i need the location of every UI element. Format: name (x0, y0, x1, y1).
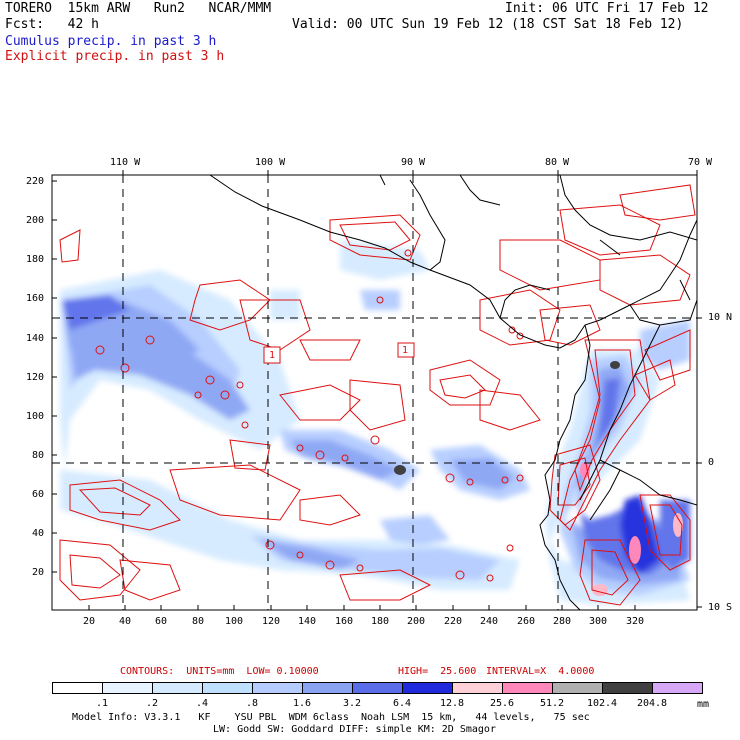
y-tick-label: 220 (26, 176, 45, 187)
x-tick-label: 320 (626, 616, 645, 627)
y-tick-label: 20 (32, 567, 45, 578)
legend-label: 25.6 (489, 698, 515, 709)
explicit-precip-contours (59, 184, 696, 606)
x-tick-label: 100 (225, 616, 244, 627)
model-info-line1: Model Info: V3.3.1 KF YSU PBL WDM 6class… (72, 712, 590, 723)
legend-label: .1 (95, 698, 109, 709)
lat-label-10n: 10 N (708, 312, 733, 323)
legend-label: 51.2 (539, 698, 565, 709)
legend-swatch (552, 682, 603, 694)
legend-label: 204.8 (636, 698, 668, 709)
y-tick-label: 160 (26, 293, 45, 304)
legend-label: 1.6 (292, 698, 312, 709)
cumulus-precip-label: Cumulus precip. in past 3 h (5, 34, 217, 49)
legend-swatch (502, 682, 553, 694)
cumulus-precip-shading (60, 240, 690, 605)
init-time: Init: 06 UTC Fri 17 Feb 12 (505, 1, 709, 16)
y-tick-label: 80 (32, 450, 45, 461)
explicit-precip-label: Explicit precip. in past 3 h (5, 49, 225, 64)
lon-label-70w: 70 W (688, 157, 713, 168)
y-tick-label: 100 (26, 411, 45, 422)
contour-label-boxes (263, 342, 415, 364)
x-ticks (88, 605, 636, 610)
legend-swatch (102, 682, 153, 694)
x-tick-label: 280 (553, 616, 572, 627)
forecast-hour: Fcst: 42 h (5, 17, 99, 32)
x-tick-label: 300 (589, 616, 608, 627)
legend-label: 12.8 (439, 698, 465, 709)
x-tick-label: 240 (480, 616, 499, 627)
lon-label-90w: 90 W (401, 157, 426, 168)
legend-swatch (352, 682, 403, 694)
legend-label: 102.4 (586, 698, 618, 709)
contour-box-label: 1 (402, 345, 409, 356)
legend-swatch (202, 682, 253, 694)
model-title: TORERO 15km ARW Run2 NCAR/MMM (5, 1, 272, 16)
lon-label-110w: 110 W (110, 157, 141, 168)
legend-label: .8 (245, 698, 259, 709)
y-tick-label: 60 (32, 489, 45, 500)
map-frame (51, 174, 698, 611)
coastlines (209, 175, 697, 610)
legend-swatch (402, 682, 453, 694)
x-tick-label: 60 (155, 616, 168, 627)
legend-swatch (52, 682, 103, 694)
legend-label: .2 (145, 698, 159, 709)
heavy-precip-spots (394, 361, 683, 596)
y-tick-label: 200 (26, 215, 45, 226)
legend-label: 3.2 (342, 698, 362, 709)
valid-time: Valid: 00 UTC Sun 19 Feb 12 (18 CST Sat … (292, 17, 684, 32)
lon-label-100w: 100 W (255, 157, 286, 168)
legend-label: .4 (195, 698, 209, 709)
model-info-line2: LW: Godd SW: Goddard DIFF: simple KM: 2D… (213, 724, 496, 735)
legend-swatch (452, 682, 503, 694)
x-tick-label: 140 (298, 616, 317, 627)
legend-swatch (302, 682, 353, 694)
x-tick-label: 40 (119, 616, 132, 627)
legend-swatch (652, 682, 703, 694)
x-tick-label: 120 (262, 616, 281, 627)
contour-units-label: CONTOURS: UNITS=mm LOW= 0.10000 (120, 666, 319, 677)
x-tick-label: 220 (444, 616, 463, 627)
lat-label-10s: 10 S (708, 602, 733, 613)
y-tick-label: 120 (26, 372, 45, 383)
legend-swatch (252, 682, 303, 694)
contour-high-label: HIGH= 25.600 (398, 666, 477, 677)
x-tick-label: 260 (517, 616, 536, 627)
legend-swatch (602, 682, 653, 694)
y-tick-label: 40 (32, 528, 45, 539)
x-tick-label: 20 (83, 616, 96, 627)
contour-interval-label: INTERVAL=X 4.0000 (486, 666, 595, 677)
lat-label-0: 0 (708, 457, 715, 468)
legend-swatch (152, 682, 203, 694)
y-ticks (52, 180, 57, 573)
legend-label: 6.4 (392, 698, 412, 709)
latlon-grid (52, 175, 697, 610)
y-tick-label: 140 (26, 333, 45, 344)
contour-box-label: 1 (269, 350, 276, 361)
x-tick-label: 180 (371, 616, 390, 627)
lon-label-80w: 80 W (545, 157, 570, 168)
legend-units: mm (697, 699, 710, 710)
x-tick-label: 80 (192, 616, 205, 627)
x-tick-label: 160 (335, 616, 354, 627)
x-tick-label: 200 (407, 616, 426, 627)
y-tick-label: 180 (26, 254, 45, 265)
